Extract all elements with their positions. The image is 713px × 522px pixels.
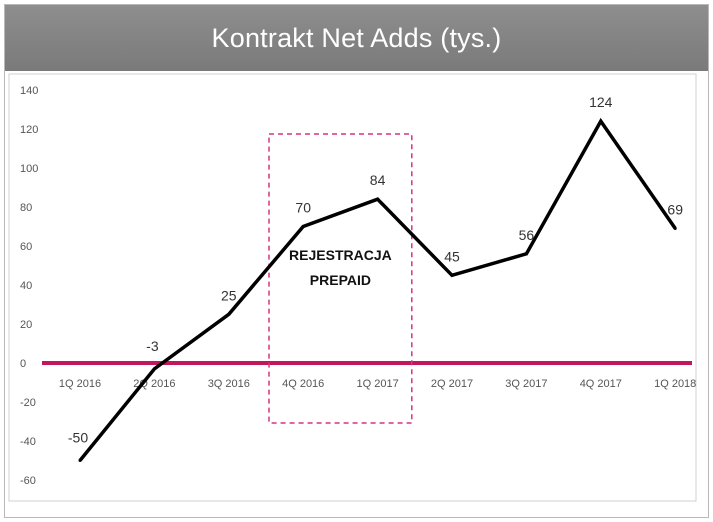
data-point: [524, 252, 528, 256]
series-line-group: [78, 117, 677, 462]
data-label: 56: [519, 227, 535, 243]
x-tick-label: 1Q 2018: [654, 378, 696, 390]
y-tick-label: 80: [20, 202, 32, 214]
data-label: -50: [68, 430, 88, 446]
y-tick-label: 140: [20, 85, 38, 97]
x-tick-label: 1Q 2017: [356, 378, 398, 390]
y-tick-label: 100: [20, 163, 38, 175]
data-label: 69: [667, 201, 683, 217]
x-axis-ticks: 1Q 2016 2Q 2016 3Q 2016 4Q 2016 1Q 2017 2Q 20…: [59, 378, 696, 390]
data-label: 25: [221, 287, 237, 303]
plot-area-border: [8, 73, 697, 502]
data-point: [301, 225, 305, 228]
y-axis-ticks: 140 120 100 80 60 40 20 0 -20 -40 -60: [20, 85, 692, 487]
data-label: 124: [589, 94, 613, 110]
data-point: [227, 312, 231, 316]
x-tick-label: 4Q 2016: [282, 378, 324, 390]
data-point: [78, 459, 82, 462]
y-tick-label: 60: [20, 241, 32, 253]
x-tick-label: 1Q 2016: [59, 378, 101, 390]
data-point: [152, 367, 156, 371]
y-tick-label: -40: [20, 436, 36, 448]
y-tick-label: -20: [20, 397, 36, 409]
highlight-region: REJESTRACJA PREPAID: [268, 133, 413, 424]
y-tick-label: 40: [20, 280, 32, 292]
highlight-label-line1: REJESTRACJA: [289, 247, 392, 263]
data-point: [673, 226, 677, 230]
chart-frame: Kontrakt Net Adds (tys.): [4, 4, 709, 518]
data-labels: -50 -3 25 70 84 45 56 124 69: [68, 94, 683, 445]
y-tick-label: 0: [20, 358, 26, 370]
x-tick-label: 3Q 2017: [505, 378, 547, 390]
data-point: [450, 273, 454, 277]
y-tick-label: 20: [20, 319, 32, 331]
data-label: 84: [370, 172, 386, 188]
data-label: -3: [146, 338, 159, 354]
data-point: [599, 119, 603, 123]
x-tick-label: 4Q 2017: [580, 378, 622, 390]
highlight-label-line2: PREPAID: [310, 272, 371, 288]
x-tick-label: 3Q 2016: [208, 378, 250, 390]
data-point: [376, 197, 380, 201]
y-tick-label: -60: [20, 475, 36, 487]
data-label: 70: [295, 200, 311, 216]
chart-title: Kontrakt Net Adds (tys.): [5, 5, 708, 71]
y-tick-label: 120: [20, 124, 38, 136]
x-tick-label: 2Q 2017: [431, 378, 473, 390]
data-label: 45: [444, 248, 460, 264]
